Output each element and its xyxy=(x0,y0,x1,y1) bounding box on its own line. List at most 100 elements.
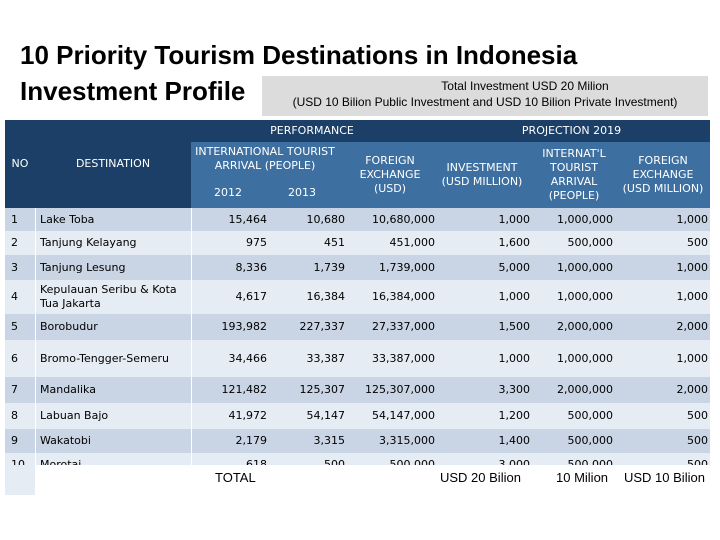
table-row: 4 Kepulauan Seribu & Kota Tua Jakarta 4,61… xyxy=(5,280,710,314)
cell-destination: Tanjung Kelayang xyxy=(40,236,137,249)
column-divider xyxy=(35,429,36,453)
total-investment-box: Total Investment USD 20 Milion (USD 10 B… xyxy=(262,76,708,116)
header-projection: PROJECTION 2019 xyxy=(521,124,622,137)
cell-arrival-2012: 193,982 xyxy=(221,320,268,333)
cell-foreign-exchange-projection: 500 xyxy=(687,434,708,447)
table-row: 3 Tanjung Lesung 8,336 1,739 1,739,000 5,000 1… xyxy=(5,255,710,280)
cell-no: 1 xyxy=(11,212,18,226)
column-divider xyxy=(35,377,36,403)
column-divider xyxy=(35,231,36,255)
column-divider xyxy=(191,377,192,403)
total-row-blank-cell xyxy=(5,465,35,495)
cell-arrival-projection: 1,000,000 xyxy=(557,212,613,226)
cell-no: 3 xyxy=(11,260,18,274)
column-divider xyxy=(191,403,192,429)
column-divider xyxy=(35,314,36,340)
cell-arrival-2013: 16,384 xyxy=(306,290,346,303)
header-sub-row xyxy=(191,142,710,208)
cell-no: 9 xyxy=(11,434,18,447)
header-left-block xyxy=(5,120,191,208)
cell-no: 5 xyxy=(11,320,18,333)
header-destination: DESTINATION xyxy=(75,157,151,170)
cell-foreign-exchange-projection: 2,000 xyxy=(676,383,709,396)
cell-investment: 1,500 xyxy=(498,320,531,333)
cell-foreign-exchange-projection: 1,000 xyxy=(676,351,709,365)
column-divider xyxy=(191,314,192,340)
cell-foreign-exchange-projection: 1,000 xyxy=(676,212,709,226)
cell-foreign-exchange-projection: 2,000 xyxy=(676,320,709,333)
header-no: NO xyxy=(11,157,29,170)
cell-foreign-exchange-projection: 1,000 xyxy=(676,290,709,303)
page-subtitle: Investment Profile xyxy=(20,76,246,106)
total-investment-label: Total Investment USD 20 Milion xyxy=(441,79,609,93)
cell-foreign-exchange-projection: 500 xyxy=(687,409,708,422)
total-investment: USD 20 Bilion xyxy=(440,470,521,485)
cell-arrival-2012: 8,336 xyxy=(235,260,268,274)
header-investment: INVESTMENT (USD MILLION) xyxy=(441,161,523,188)
column-divider xyxy=(191,231,192,255)
cell-arrival-2012: 121,482 xyxy=(221,383,268,396)
total-row: TOTAL USD 20 Bilion 10 Milion USD 10 Bil… xyxy=(5,465,710,495)
cell-destination: Kepulauan Seribu & Kota Tua Jakarta xyxy=(40,283,177,310)
cell-foreign-exchange: 27,337,000 xyxy=(372,320,435,333)
column-divider xyxy=(191,255,192,280)
cell-foreign-exchange: 54,147,000 xyxy=(372,409,435,422)
cell-destination: Borobudur xyxy=(40,320,98,333)
table-row: 1 Lake Toba 15,464 10,680 10,680,000 1,000 1,0… xyxy=(5,208,710,231)
cell-foreign-exchange-projection: 1,000 xyxy=(676,260,709,274)
cell-arrival-projection: 500,000 xyxy=(567,434,614,447)
cell-no: 7 xyxy=(11,383,18,396)
column-divider xyxy=(35,208,36,231)
cell-foreign-exchange: 33,387,000 xyxy=(372,351,435,365)
cell-foreign-exchange: 10,680,000 xyxy=(372,212,435,226)
cell-investment: 1,000 xyxy=(498,290,531,303)
cell-investment: 1,600 xyxy=(498,236,531,249)
header-foreign-exchange-projection: FOREIGN EXCHANGE (USD MILLION) xyxy=(622,154,704,195)
cell-arrival-projection: 2,000,000 xyxy=(557,383,613,396)
column-divider xyxy=(191,280,192,314)
header-group-row xyxy=(191,120,710,142)
cell-destination: Tanjung Lesung xyxy=(40,260,126,274)
cell-foreign-exchange: 1,739,000 xyxy=(379,260,435,274)
column-divider xyxy=(191,208,192,231)
cell-foreign-exchange: 3,315,000 xyxy=(379,434,435,447)
cell-investment: 3,300 xyxy=(498,383,531,396)
table-row: 5 Borobudur 193,982 227,337 27,337,000 1,500 2… xyxy=(5,314,710,340)
cell-arrival-2013: 227,337 xyxy=(299,320,346,333)
cell-foreign-exchange: 125,307,000 xyxy=(365,383,435,396)
column-divider xyxy=(35,255,36,280)
column-divider xyxy=(191,340,192,377)
cell-no: 6 xyxy=(11,351,18,365)
cell-arrival-2013: 33,387 xyxy=(306,351,346,365)
column-divider xyxy=(191,429,192,453)
cell-destination: Lake Toba xyxy=(40,212,95,226)
page-title: 10 Priority Tourism Destinations in Indo… xyxy=(20,40,578,70)
cell-investment: 1,400 xyxy=(498,434,531,447)
column-divider xyxy=(35,280,36,314)
cell-destination: Wakatobi xyxy=(40,434,91,447)
column-divider xyxy=(35,340,36,377)
cell-arrival-2013: 54,147 xyxy=(306,409,346,422)
cell-arrival-2013: 10,680 xyxy=(306,212,346,226)
cell-investment: 1,200 xyxy=(498,409,531,422)
cell-arrival-2012: 2,179 xyxy=(235,434,268,447)
cell-arrival-2013: 451 xyxy=(324,236,345,249)
cell-foreign-exchange: 16,384,000 xyxy=(372,290,435,303)
cell-investment: 1,000 xyxy=(498,351,531,365)
cell-arrival-2012: 41,972 xyxy=(228,409,268,422)
header-year-2013: 2013 xyxy=(288,186,316,199)
cell-investment: 5,000 xyxy=(498,260,531,274)
table-row: 7 Mandalika 121,482 125,307 125,307,000 3,300… xyxy=(5,377,710,403)
cell-arrival-2012: 15,464 xyxy=(228,212,268,226)
column-divider xyxy=(35,403,36,429)
cell-arrival-2012: 975 xyxy=(246,236,267,249)
cell-no: 4 xyxy=(11,290,18,303)
cell-no: 8 xyxy=(11,409,18,422)
total-arrival: 10 Milion xyxy=(556,470,609,485)
cell-arrival-projection: 1,000,000 xyxy=(557,260,613,274)
total-label: TOTAL xyxy=(215,470,256,485)
header-foreign-exchange: FOREIGN EXCHANGE (USD) xyxy=(359,154,421,195)
table-row: 6 Bromo-Tengger-Semeru 34,466 33,387 33,387,… xyxy=(5,340,710,377)
header-intl-arrival: INTERNATIONAL TOURIST ARRIVAL (PEOPLE) xyxy=(195,145,335,172)
cell-arrival-projection: 1,000,000 xyxy=(557,351,613,365)
